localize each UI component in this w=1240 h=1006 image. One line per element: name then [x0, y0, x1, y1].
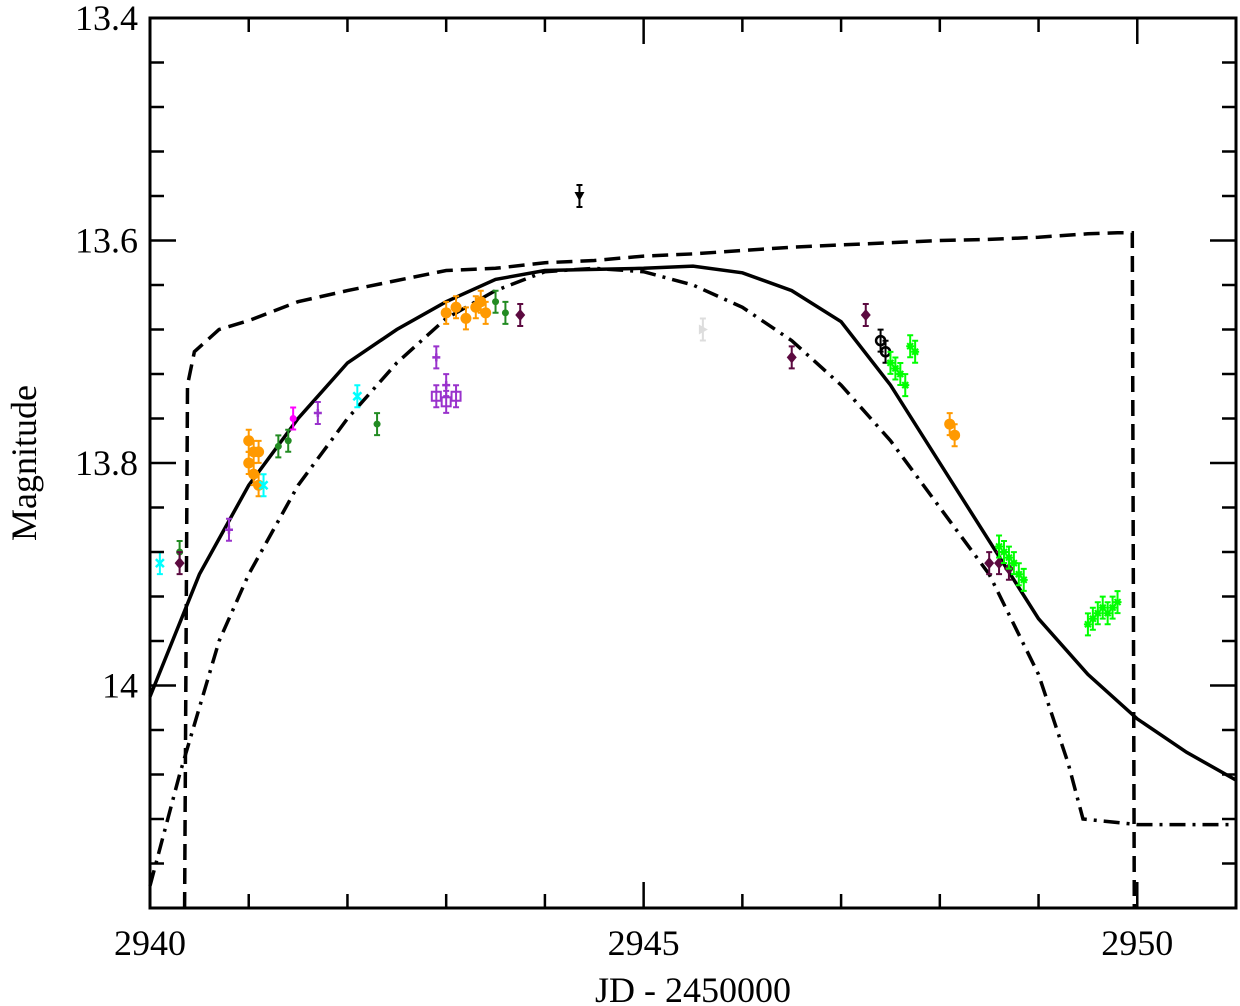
data-point — [994, 557, 1005, 570]
y-tick-label: 13.4 — [75, 0, 138, 38]
data-point — [1014, 570, 1023, 579]
data-series — [224, 345, 451, 542]
error-bar — [443, 389, 450, 414]
data-point — [440, 307, 452, 319]
data-point — [243, 435, 255, 447]
data-point — [1083, 620, 1092, 629]
data-series — [243, 289, 961, 498]
error-bar — [433, 384, 440, 409]
data-point — [911, 347, 920, 356]
data-point — [248, 468, 260, 480]
data-point — [860, 309, 871, 322]
x-tick-labels: 2940 2945 2950 — [114, 923, 1173, 963]
data-point — [313, 408, 322, 417]
data-point — [698, 324, 708, 335]
data-point — [515, 309, 526, 322]
data-point — [1098, 603, 1107, 612]
data-point — [1113, 598, 1122, 607]
data-point — [896, 370, 905, 378]
data-point — [352, 391, 363, 402]
data-series — [430, 384, 462, 414]
data-point — [886, 358, 895, 367]
y-tick-labels: 13.4 13.6 13.8 14 — [75, 0, 138, 706]
data-series — [174, 303, 1014, 581]
data-series — [154, 384, 363, 576]
data-point — [430, 390, 442, 402]
data-series — [574, 184, 585, 208]
data-point — [373, 420, 381, 428]
data-point — [1019, 575, 1028, 584]
data-point — [442, 381, 451, 390]
y-tick-label: 13.8 — [75, 443, 138, 483]
data-point — [944, 418, 956, 430]
data-point — [1004, 553, 1013, 562]
data-point — [432, 353, 441, 362]
data-point — [258, 480, 269, 491]
data-point — [999, 548, 1008, 556]
data-point — [253, 446, 265, 458]
error-bar — [453, 384, 460, 409]
data-point — [475, 296, 487, 308]
plot-frame — [148, 16, 1238, 910]
data-point — [1103, 609, 1112, 618]
data-point — [1093, 609, 1102, 618]
data-point — [786, 351, 797, 364]
model-curve-solid — [148, 264, 1237, 782]
x-tick-label: 2940 — [114, 923, 186, 963]
data-point — [891, 364, 900, 373]
data-point — [284, 437, 292, 445]
model-curve-dash-dot — [148, 266, 1236, 887]
data-point — [492, 298, 500, 306]
x-tick-label: 2945 — [608, 923, 680, 963]
data-point — [480, 307, 492, 319]
data-point — [901, 381, 910, 390]
data-point — [501, 309, 509, 317]
data-series — [874, 328, 892, 364]
data-point — [984, 557, 995, 570]
data-point — [1009, 559, 1018, 568]
data-point — [574, 192, 585, 201]
data-point — [440, 396, 452, 408]
data-series — [886, 334, 1122, 637]
data-point — [274, 442, 282, 450]
y-tick-label: 13.6 — [75, 221, 138, 261]
data-series — [698, 317, 708, 342]
data-point — [154, 558, 165, 569]
data-point — [1108, 603, 1117, 612]
data-point — [224, 525, 233, 534]
axis-ticks — [148, 16, 1238, 910]
data-point — [949, 429, 961, 441]
y-tick-label: 14 — [102, 666, 138, 706]
x-axis-label: JD - 2450000 — [595, 970, 791, 1006]
data-series — [176, 289, 509, 564]
data-point — [1088, 614, 1097, 623]
data-point — [450, 390, 462, 402]
data-point — [289, 415, 297, 422]
data-point — [174, 557, 185, 570]
x-tick-label: 2950 — [1101, 923, 1173, 963]
data-point — [995, 542, 1004, 551]
data-point — [460, 312, 472, 324]
y-axis-label: Magnitude — [4, 385, 44, 541]
data-point — [450, 301, 462, 313]
data-point — [906, 342, 915, 351]
model-curves — [148, 230, 1237, 909]
data-point — [243, 457, 255, 469]
model-curve-dashed — [182, 230, 1137, 909]
data-series — [289, 406, 297, 431]
data-points — [154, 184, 1122, 637]
